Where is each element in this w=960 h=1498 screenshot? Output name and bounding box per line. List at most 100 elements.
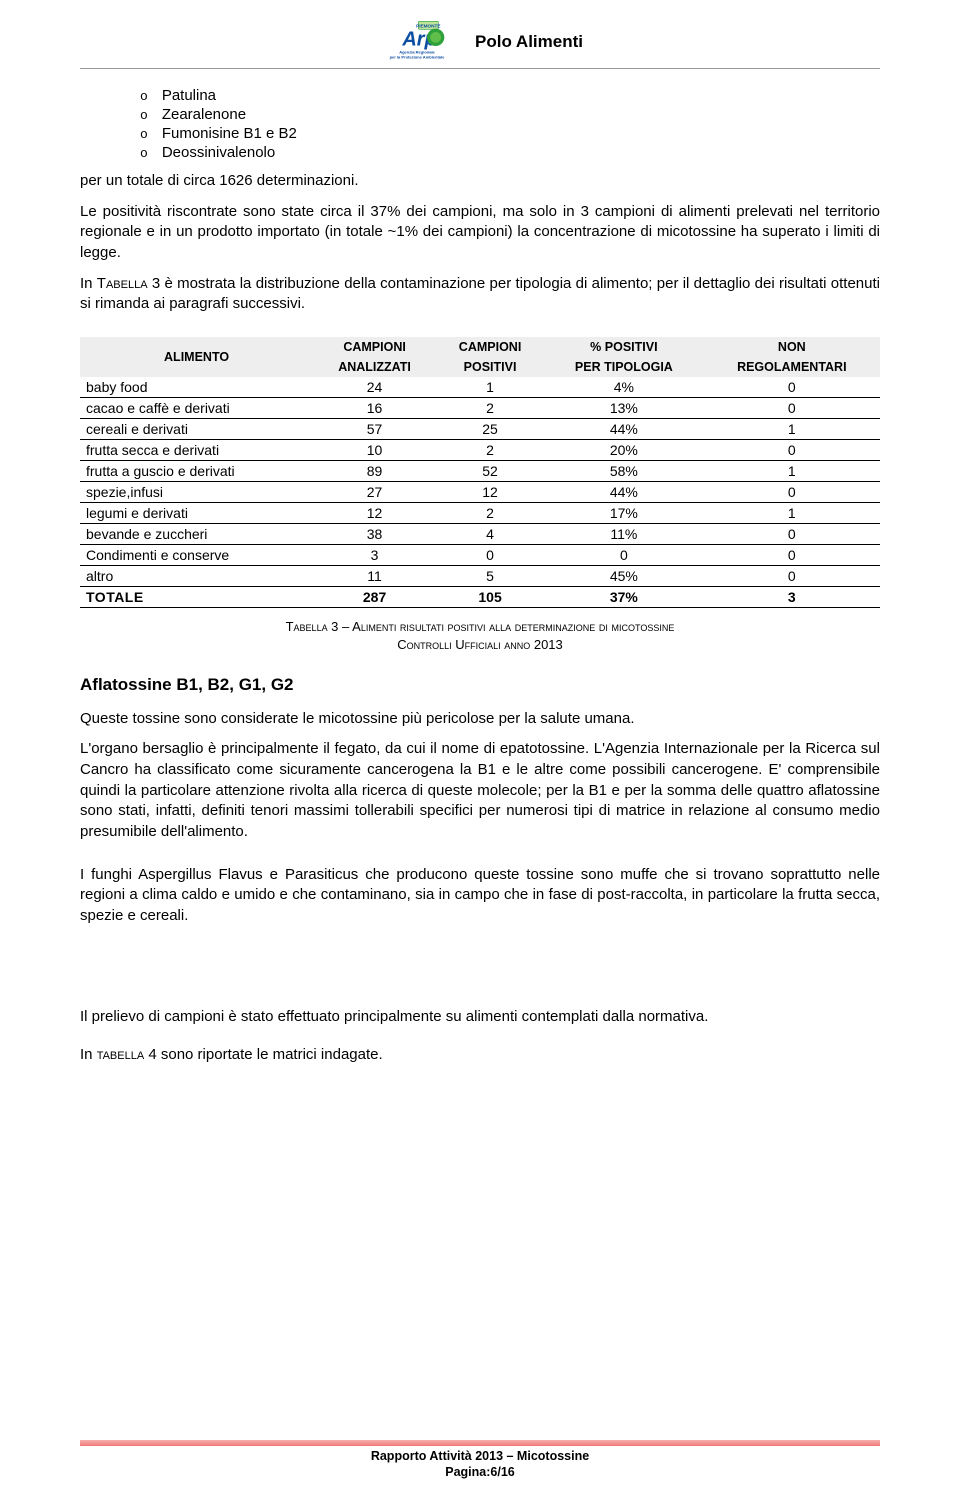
table-cell: 0 [704,440,880,461]
text: 4 sono riportate le matrici indagate. [144,1046,382,1063]
paragraph: In tabella 4 sono riportate le matrici i… [80,1045,880,1066]
paragraph: In Tabella 3 è mostrata la distribuzione… [80,274,880,315]
col-header: ANALIZZATI [313,357,436,377]
list-item: o Patulina [140,87,880,104]
list-item: o Deossinivalenolo [140,144,880,161]
table-cell: 24 [313,377,436,398]
bullet-marker: o [140,146,148,161]
table-row: frutta a guscio e derivati895258%1 [80,461,880,482]
table-row: spezie,infusi271244%0 [80,482,880,503]
caption-line: Controlli Ufficiali anno 2013 [397,637,563,652]
table-cell: 2 [436,398,544,419]
page: PIEMONTE Arp Agenzia Regionale per la Pr… [0,0,960,1498]
table-cell: 44% [544,482,704,503]
table-cell: 13% [544,398,704,419]
results-table: ALIMENTO CAMPIONI CAMPIONI % POSITIVI NO… [80,337,880,608]
table-cell: baby food [80,377,313,398]
table-row: legumi e derivati12217%1 [80,503,880,524]
table-cell: altro [80,566,313,587]
col-header: ALIMENTO [80,337,313,377]
table-cell: legumi e derivati [80,503,313,524]
table-cell: 37% [544,587,704,608]
table-cell: 4% [544,377,704,398]
table-cell: 20% [544,440,704,461]
list-item-text: Deossinivalenolo [162,144,275,161]
bullet-marker: o [140,127,148,142]
table-cell: 287 [313,587,436,608]
list-item-text: Zearalenone [162,106,246,123]
table-cell: 57 [313,419,436,440]
bullet-marker: o [140,108,148,123]
table-cell: frutta secca e derivati [80,440,313,461]
col-header: PER TIPOLOGIA [544,357,704,377]
table-row: frutta secca e derivati10220%0 [80,440,880,461]
table-cell: 1 [436,377,544,398]
table-cell: 2 [436,503,544,524]
col-header: POSITIVI [436,357,544,377]
paragraph: Le positività riscontrate sono state cir… [80,202,880,264]
table-cell: 3 [313,545,436,566]
table-cell: 11% [544,524,704,545]
table-cell: 89 [313,461,436,482]
table-body: baby food2414%0cacao e caffè e derivati1… [80,377,880,608]
table-cell: 0 [704,482,880,503]
table-caption: Tabella 3 – Alimenti risultati positivi … [80,618,880,654]
table-cell: 12 [436,482,544,503]
table-cell: spezie,infusi [80,482,313,503]
list-item-text: Fumonisine B1 e B2 [162,125,297,142]
table-cell: 16 [313,398,436,419]
table-cell: 2 [436,440,544,461]
table-cell: frutta a guscio e derivati [80,461,313,482]
text: In [80,275,97,292]
table-row: bevande e zuccheri38411%0 [80,524,880,545]
table-cell: cereali e derivati [80,419,313,440]
footer-divider [80,1440,880,1446]
table-cell: 10 [313,440,436,461]
footer-line: Pagina:6/16 [445,1465,514,1479]
list-item: o Fumonisine B1 e B2 [140,125,880,142]
table-row: cereali e derivati572544%1 [80,419,880,440]
col-header: CAMPIONI [436,337,544,357]
text: In [80,1046,97,1063]
table-cell: 105 [436,587,544,608]
col-header: CAMPIONI [313,337,436,357]
table-row: Condimenti e conserve3000 [80,545,880,566]
table-cell: 0 [704,566,880,587]
table-cell: 1 [704,419,880,440]
footer-text: Rapporto Attività 2013 – Micotossine Pag… [80,1448,880,1481]
list-item-text: Patulina [162,87,216,104]
page-footer: Rapporto Attività 2013 – Micotossine Pag… [80,1440,880,1481]
table-cell: 58% [544,461,704,482]
table-cell: 27 [313,482,436,503]
list-item: o Zearalenone [140,106,880,123]
table-cell: 25 [436,419,544,440]
page-header: PIEMONTE Arp Agenzia Regionale per la Pr… [80,20,880,69]
table-row: cacao e caffè e derivati16213%0 [80,398,880,419]
table-cell: 0 [704,524,880,545]
table-ref: tabella [97,1046,145,1063]
paragraph: Il prelievo di campioni è stato effettua… [80,1007,880,1028]
table-cell: 45% [544,566,704,587]
text: 3 è mostrata la distribuzione della cont… [80,275,880,313]
paragraph: L'organo bersaglio è principalmente il f… [80,739,880,842]
table-cell: 3 [704,587,880,608]
paragraph: I funghi Aspergillus Flavus e Parasiticu… [80,865,880,927]
table-cell: 38 [313,524,436,545]
table-cell: bevande e zuccheri [80,524,313,545]
table-cell: cacao e caffè e derivati [80,398,313,419]
table-cell: 44% [544,419,704,440]
table-cell: Condimenti e conserve [80,545,313,566]
table-cell: 17% [544,503,704,524]
table-cell: 11 [313,566,436,587]
svg-text:per la Protezione Ambientale: per la Protezione Ambientale [390,55,446,60]
bullet-marker: o [140,89,148,104]
table-row: baby food2414%0 [80,377,880,398]
bullet-list: o Patulina o Zearalenone o Fumonisine B1… [140,87,880,161]
header-title: Polo Alimenti [475,32,583,52]
table-ref: Tabella [97,275,148,292]
table-row: altro11545%0 [80,566,880,587]
col-header: % POSITIVI [544,337,704,357]
table-cell: 1 [704,503,880,524]
table-header: ALIMENTO CAMPIONI CAMPIONI % POSITIVI NO… [80,337,880,377]
table-cell: 5 [436,566,544,587]
